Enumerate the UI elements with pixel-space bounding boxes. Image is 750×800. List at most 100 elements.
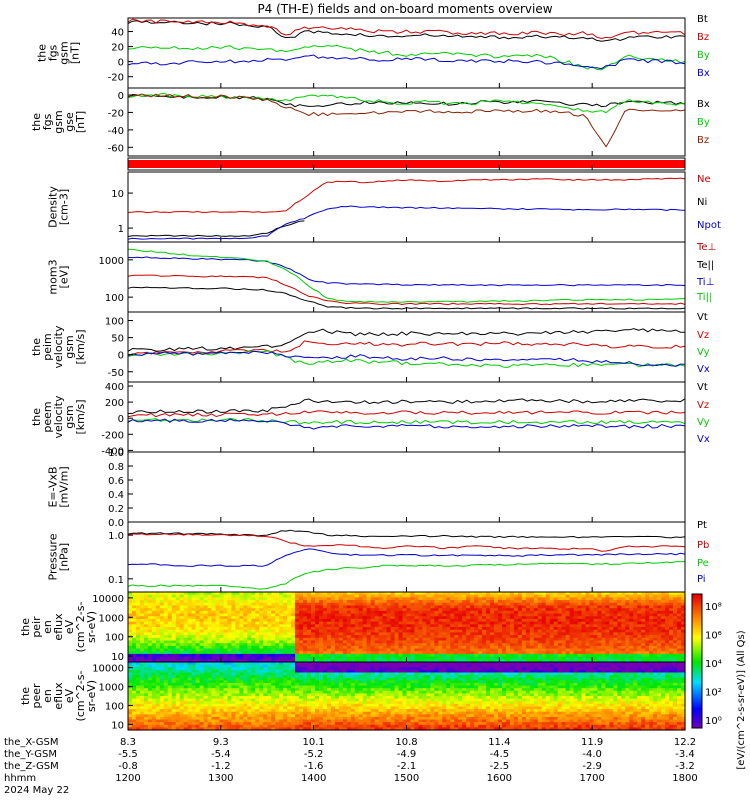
spectrogram-cell (525, 605, 531, 609)
spectrogram-cell (382, 592, 388, 596)
spectrogram-cell (287, 719, 292, 723)
spectrogram-cell (199, 632, 205, 636)
spectrogram-cell (661, 640, 666, 644)
spectrogram-cell (303, 624, 308, 628)
spectrogram-cell (513, 610, 519, 615)
spectrogram-cell (227, 624, 233, 628)
spectrogram-cell (494, 643, 499, 647)
spectrogram-cell (525, 629, 531, 633)
spectrogram-cell (673, 651, 678, 655)
spectrogram-cell (366, 637, 372, 642)
spectrogram-cell (203, 592, 209, 596)
spectrogram-cell (573, 651, 579, 655)
spectrogram-cell (605, 651, 611, 655)
spectrogram-cell (299, 629, 304, 633)
spectrogram-cell (581, 645, 587, 650)
spectrogram-cell (243, 696, 248, 700)
spectrogram-cell (187, 664, 193, 668)
spectrogram-cell (139, 685, 145, 689)
spectrogram-cell (259, 669, 264, 674)
spectrogram-cell (219, 643, 225, 647)
spectrogram-cell (501, 648, 507, 652)
spectrogram-cell (243, 675, 248, 679)
spectrogram-cell (414, 597, 420, 601)
spectrogram-cell (267, 608, 272, 612)
spectrogram-cell (490, 608, 495, 612)
spectrogram-cell (474, 637, 479, 642)
spectrogram-cell (175, 693, 181, 697)
spectrogram-cell (390, 648, 396, 652)
spectrogram-cell (573, 594, 579, 598)
spectrogram-cell (450, 610, 455, 615)
spectrogram-cell (665, 616, 670, 620)
spectrogram-cell (211, 677, 217, 681)
spectrogram-cell (454, 629, 459, 633)
spectrogram-cell (577, 653, 583, 658)
spectrogram-cell (621, 643, 626, 647)
spectrogram-cell (561, 608, 567, 612)
spectrogram-cell (529, 602, 535, 607)
spectrogram-cell (163, 648, 169, 652)
spectrogram-cell (235, 672, 240, 676)
spectrogram-cell (283, 675, 288, 679)
spectrogram-cell (287, 637, 292, 642)
y-axis-label-line: en (41, 620, 54, 634)
spectrogram-cell (131, 635, 137, 639)
spectrogram-cell (681, 613, 686, 617)
spectrogram-cell (159, 703, 165, 708)
spectrogram-cell (661, 637, 666, 642)
spectrogram-cell (326, 629, 332, 633)
spectrogram-cell (128, 693, 133, 697)
spectrogram-cell (605, 656, 611, 660)
spectrogram-cell (287, 640, 292, 644)
spectrogram-cell (605, 653, 611, 658)
spectrogram-cell (541, 621, 547, 625)
spectrogram-cell (243, 608, 248, 612)
spectrogram-cell (255, 640, 260, 644)
spectrogram-cell (303, 627, 308, 631)
spectrogram-cell (462, 659, 467, 663)
spectrogram-cell (163, 664, 169, 668)
spectrogram-cell (537, 645, 543, 650)
spectrogram-cell (589, 627, 595, 631)
spectrogram-cell (287, 616, 292, 620)
spectrogram-cell (593, 632, 599, 636)
spectrogram-cell (255, 618, 260, 623)
spectrogram-cell (235, 714, 240, 718)
spectrogram-cell (621, 651, 626, 655)
spectrogram-cell (223, 698, 229, 702)
spectrogram-cell (147, 693, 153, 697)
spectrogram-cell (235, 594, 240, 598)
spectrogram-cell (501, 643, 507, 647)
spectrogram-cell (187, 648, 193, 652)
spectrogram-cell (334, 635, 340, 639)
y-axis-label-line: mom3 (47, 259, 60, 294)
spectrogram-cell (549, 597, 555, 601)
spectrogram-cell (175, 701, 181, 705)
spectrogram-cell (410, 618, 416, 623)
spectrogram-cell (442, 592, 447, 596)
spectrogram-cell (195, 664, 201, 668)
spectrogram-cell (295, 690, 300, 694)
spectrogram-cell (537, 621, 543, 625)
spectrogram-cell (661, 659, 666, 663)
spectrogram-cell (128, 680, 133, 684)
spectrogram-cell (609, 637, 614, 642)
spectrogram-cell (613, 659, 618, 663)
spectrogram-cell (470, 621, 475, 625)
spectrogram-cell (541, 608, 547, 612)
spectrogram-cell (677, 592, 682, 596)
spectrogram-cell (171, 608, 177, 612)
spectrogram-cell (553, 621, 559, 625)
spectrogram-cell (259, 600, 264, 604)
spectrogram-cell (239, 640, 244, 644)
spectrogram-cell (549, 592, 555, 596)
spectrogram-cell (374, 632, 380, 636)
spectrogram-cell (147, 698, 153, 702)
spectrogram-cell (187, 659, 193, 663)
spectrogram-cell (311, 637, 316, 642)
spectrogram-cell (621, 635, 626, 639)
spectrogram-cell (597, 600, 603, 604)
spectrogram-cell (255, 645, 260, 650)
spectrogram-cell (501, 613, 507, 617)
